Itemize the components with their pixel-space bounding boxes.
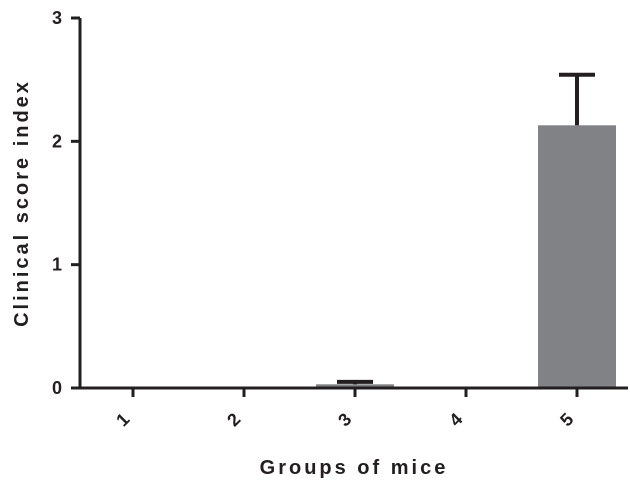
x-axis-title: Groups of mice <box>260 457 449 479</box>
x-tick-label-1: 1 <box>112 409 133 430</box>
x-tick-label-3: 3 <box>334 409 355 430</box>
y-axis-title: Clinical score index <box>11 79 33 327</box>
y-tick-label-3: 3 <box>52 8 62 28</box>
y-ticks-layer: 0 1 2 3 <box>52 8 80 398</box>
y-tick-label-1: 1 <box>52 255 62 275</box>
error-bars-layer <box>337 72 595 385</box>
bars-layer <box>316 125 616 389</box>
y-tick-label-2: 2 <box>52 131 62 151</box>
bar-group-5 <box>538 125 616 389</box>
bar-group-3 <box>316 384 394 388</box>
y-tick-label-0: 0 <box>52 378 62 398</box>
x-tick-label-5: 5 <box>556 409 577 430</box>
x-tick-label-2: 2 <box>223 409 244 430</box>
x-tick-label-4: 4 <box>445 409 466 430</box>
x-ticks-layer: 1 2 3 4 5 <box>112 388 579 430</box>
